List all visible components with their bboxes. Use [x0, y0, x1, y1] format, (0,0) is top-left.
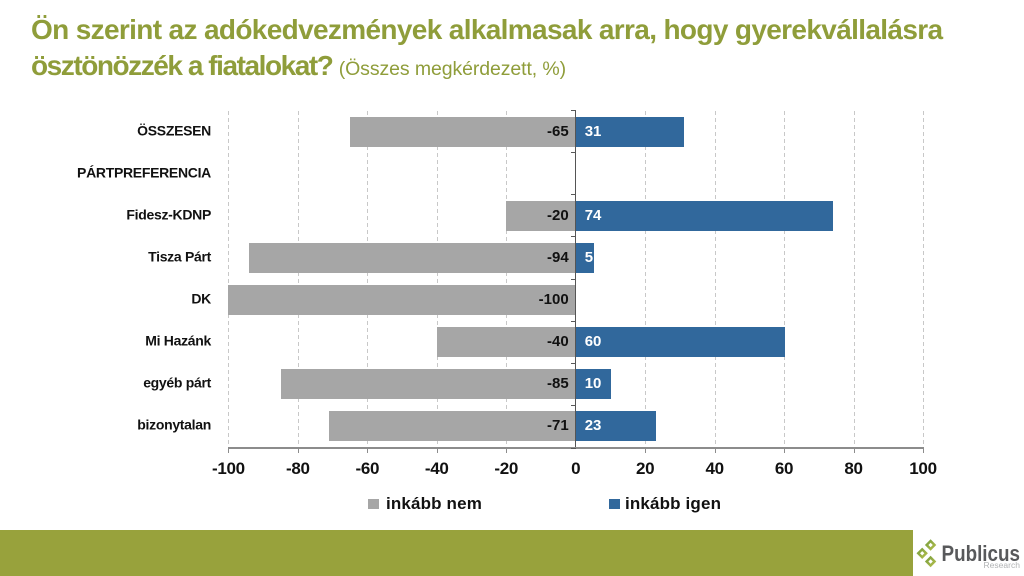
svg-text:Publicus: Publicus [942, 541, 1021, 566]
svg-text:Research: Research [984, 561, 1021, 570]
